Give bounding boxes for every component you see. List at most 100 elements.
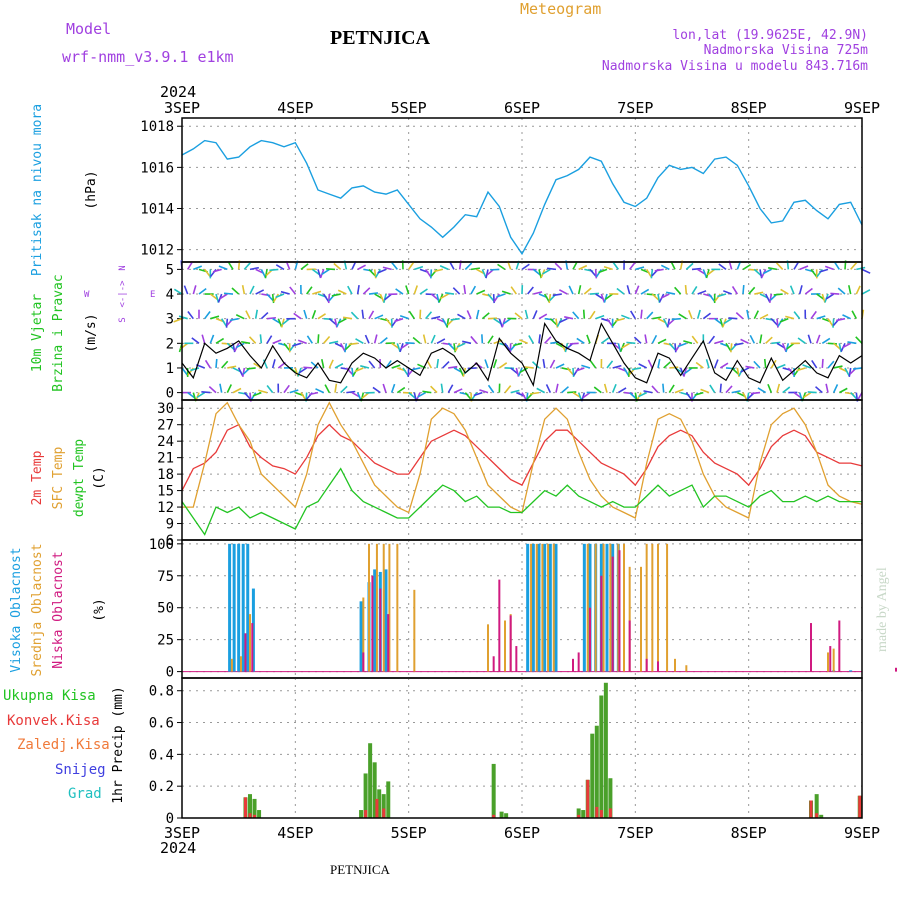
wind-direction-arrow [662,318,669,328]
wind-direction-arrow [448,365,458,369]
wind-direction-arrow [485,269,489,279]
legend-freezing: Zaledj.Kisa [17,737,110,753]
wind-direction-arrow [528,335,535,344]
wind-direction-arrow [212,268,222,273]
wind-direction-arrow [600,337,610,344]
cloud-high-bar [246,543,250,672]
cloud-mid-bar [617,543,620,672]
wind-direction-arrow [663,361,671,369]
wind-ylabel-line2: Brzina i Pravac [51,274,66,391]
wind-direction-arrow [734,342,744,346]
wind-direction-arrow [700,388,710,394]
wind-direction-arrow [782,386,791,394]
wind-direction-arrow [492,359,498,369]
wind-direction-arrow [807,334,812,344]
wind-direction-arrow [422,334,427,344]
cloud-low-bar [515,646,518,672]
x-axis-top: 3SEP 4SEP 5SEP 6SEP 7SEP 8SEP 9SEP [164,99,880,117]
wind-direction-arrow [824,265,834,271]
wind-direction-arrow [173,317,183,323]
wind-direction-arrow [709,384,716,394]
precip-total-bar [377,789,382,818]
wind-direction-arrow [439,265,449,271]
wind-direction-arrow [405,285,410,295]
wind-direction-arrow [374,314,384,320]
wind-direction-arrow [604,293,614,300]
wind-direction-arrow [497,263,506,271]
precip-total-bar [599,695,604,818]
wind-direction-arrow [543,293,550,303]
wind-direction-arrow [227,261,234,270]
wind-direction-arrow [827,342,838,345]
legend-snow: Snijeg [55,762,106,778]
cloud-low-bar [379,588,382,672]
wind-direction-arrow [379,337,388,344]
wind-direction-arrow [283,384,290,394]
wind-direction-arrow [447,342,456,351]
wind-direction-arrow [598,268,608,274]
wind-direction-arrow [382,383,387,393]
wind-direction-arrow [804,287,813,295]
wind-direction-arrow [589,310,596,320]
wind-direction-arrow [275,264,285,271]
wind-direction-arrow [322,293,330,303]
wind-direction-arrow [340,385,348,394]
wind-panel: 0 1 2 3 4 5 [166,260,871,402]
wind-direction-arrow [735,312,744,320]
pressure-ylabel: Pritisak na nivou mora (hPa) [30,104,99,276]
temp-unit: (C) [92,466,107,489]
wind-direction-arrow [235,342,245,349]
wind-direction-arrow [589,360,597,369]
wind-direction-arrow [803,391,812,399]
wind-direction-arrow [324,384,331,393]
wind-direction-arrow [719,362,729,369]
wind-direction-arrow [394,317,404,323]
wind-ytick-label: 3 [166,312,174,328]
wind-direction-arrow [264,269,268,279]
wind-direction-arrow [538,313,548,320]
wind-direction-arrow [668,384,675,394]
wind-direction-arrow [780,288,789,295]
wind-direction-arrow [753,360,761,369]
x-tick-label-bottom: 4SEP [277,824,313,842]
wind-direction-arrow [192,285,197,295]
wind-direction-arrow [462,340,472,345]
wind-direction-arrow [243,262,251,270]
wind-direction-arrow [850,262,858,270]
wind-direction-arrow [645,268,652,278]
wind-direction-arrow [770,318,779,326]
wind-direction-arrow [419,288,428,295]
x-axis-bottom: 3SEP 4SEP 5SEP 6SEP 7SEP 8SEP 9SEP [164,824,880,842]
wind-ytick-label: 5 [166,262,174,278]
cloud-low-bar [387,614,390,672]
wind-direction-arrow [621,314,630,320]
wind-direction-arrow [848,285,852,295]
precip-total-bar [608,778,613,818]
wind-direction-arrow [272,339,282,345]
cloud-mid-bar [674,658,676,672]
cloud-mid-bar [602,543,605,672]
cloud-mid-bar [628,566,631,672]
wind-direction-arrow [220,318,228,327]
wind-direction-arrow [514,312,523,320]
wind-direction-arrow [538,334,541,344]
x-tick-label-bottom: 7SEP [617,824,653,842]
wind-direction-arrow [674,343,677,353]
wind-direction-arrow [623,367,630,377]
wind-direction-arrow [722,290,732,295]
cloud-high-bar [526,543,530,672]
wind-direction-arrow [391,261,398,270]
wind-direction-arrow [770,359,777,369]
wind-direction-arrow [615,317,625,322]
wind-direction-arrow [582,309,586,319]
page-title: PETNJICA [330,27,431,49]
wind-direction-arrow [603,383,608,393]
wind-direction-arrow [651,334,658,344]
wind-direction-arrow [793,391,802,399]
wind-direction-arrow [776,318,779,328]
wind-direction-arrow [825,293,835,300]
wind-direction-arrow [266,316,277,320]
wind-direction-arrow [552,293,562,297]
wind-direction-arrow [754,291,764,295]
wind-direction-arrow [414,265,424,271]
